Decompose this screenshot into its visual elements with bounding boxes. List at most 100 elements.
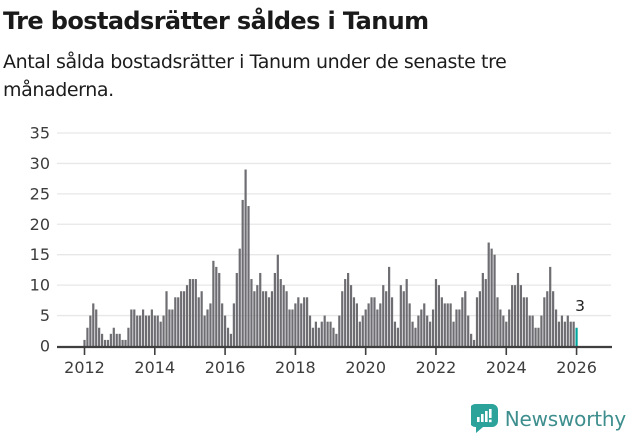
bar	[86, 327, 89, 346]
bar	[496, 297, 499, 346]
bar	[367, 303, 370, 346]
bar	[452, 321, 455, 346]
bar	[355, 303, 358, 346]
logo-bubble-shape	[470, 404, 498, 433]
bar	[291, 309, 294, 346]
x-axis-labels: 2012 2014 2016 2018 2020 2022 2024 2026	[64, 348, 597, 377]
bar	[194, 279, 197, 346]
bar	[349, 285, 353, 346]
bar	[300, 303, 303, 346]
bar	[133, 309, 136, 346]
bar	[405, 279, 408, 346]
bar	[511, 285, 514, 346]
bar	[376, 309, 379, 346]
x-tick-label: 2026	[556, 358, 597, 377]
bar	[121, 339, 124, 346]
bar	[516, 272, 520, 346]
bar	[563, 321, 566, 346]
bar	[103, 339, 107, 346]
bar	[487, 242, 490, 346]
bar	[253, 291, 256, 346]
y-tick-label: 0	[40, 337, 50, 356]
y-tick-label: 30	[30, 154, 50, 173]
bar	[399, 285, 402, 346]
bar	[150, 309, 153, 346]
bar	[270, 291, 274, 346]
bar	[215, 266, 218, 346]
bar	[569, 321, 572, 346]
x-tick-label: 2024	[486, 358, 527, 377]
last-value-label: 3	[575, 297, 585, 315]
bar	[303, 297, 306, 346]
bar	[519, 285, 523, 346]
bar	[200, 291, 203, 346]
y-tick-label: 5	[40, 306, 50, 325]
bar	[259, 272, 262, 346]
chart-header: Tre bostadsrätter såldes i Tanum Antal s…	[0, 0, 631, 104]
bar	[338, 315, 341, 346]
bar	[171, 309, 174, 346]
bar	[417, 315, 420, 346]
bar	[156, 315, 159, 346]
bar	[297, 297, 300, 346]
bar	[92, 303, 95, 346]
gridlines	[57, 132, 611, 317]
bar	[540, 315, 543, 346]
bar	[165, 291, 168, 346]
y-tick-label: 20	[30, 215, 50, 234]
bar	[440, 297, 443, 346]
bar	[470, 333, 473, 346]
bar	[308, 315, 312, 346]
bar	[373, 297, 376, 346]
bar	[481, 272, 484, 346]
bar	[414, 327, 417, 346]
bar	[361, 315, 364, 346]
bar	[347, 272, 350, 346]
bar	[147, 315, 151, 346]
y-tick-label: 25	[30, 184, 50, 203]
bar	[490, 248, 493, 346]
bar	[508, 309, 511, 346]
bar	[188, 279, 192, 346]
bar	[139, 315, 142, 346]
bar	[449, 303, 452, 346]
bar	[402, 291, 405, 346]
bar	[437, 285, 441, 346]
bar	[513, 285, 517, 346]
bar	[443, 303, 446, 346]
bar	[273, 272, 276, 346]
bar	[106, 339, 110, 346]
highlighted-bar	[575, 327, 578, 346]
bar	[317, 327, 320, 346]
bar	[191, 279, 194, 346]
bar	[314, 321, 317, 346]
newsworthy-logo-icon	[470, 404, 498, 433]
bar	[294, 303, 297, 346]
bar	[379, 303, 382, 346]
bar	[467, 315, 470, 346]
bar	[560, 315, 564, 346]
bar	[388, 266, 391, 346]
bar	[209, 303, 212, 346]
bar	[458, 309, 461, 346]
bar	[554, 309, 558, 346]
bar	[282, 285, 285, 346]
bar	[557, 321, 561, 346]
bar	[182, 291, 186, 346]
bar	[118, 333, 121, 346]
bar	[212, 260, 215, 346]
bar	[364, 309, 367, 346]
bar	[206, 309, 209, 346]
bar	[455, 309, 458, 346]
bar	[229, 333, 233, 346]
bar	[323, 315, 326, 346]
bar	[420, 309, 423, 346]
bar	[276, 254, 279, 346]
bar	[335, 333, 338, 346]
bar	[95, 309, 98, 346]
bar	[235, 272, 238, 346]
bar	[502, 315, 505, 346]
bar	[332, 327, 335, 346]
bar	[124, 339, 127, 346]
bar	[100, 333, 104, 346]
